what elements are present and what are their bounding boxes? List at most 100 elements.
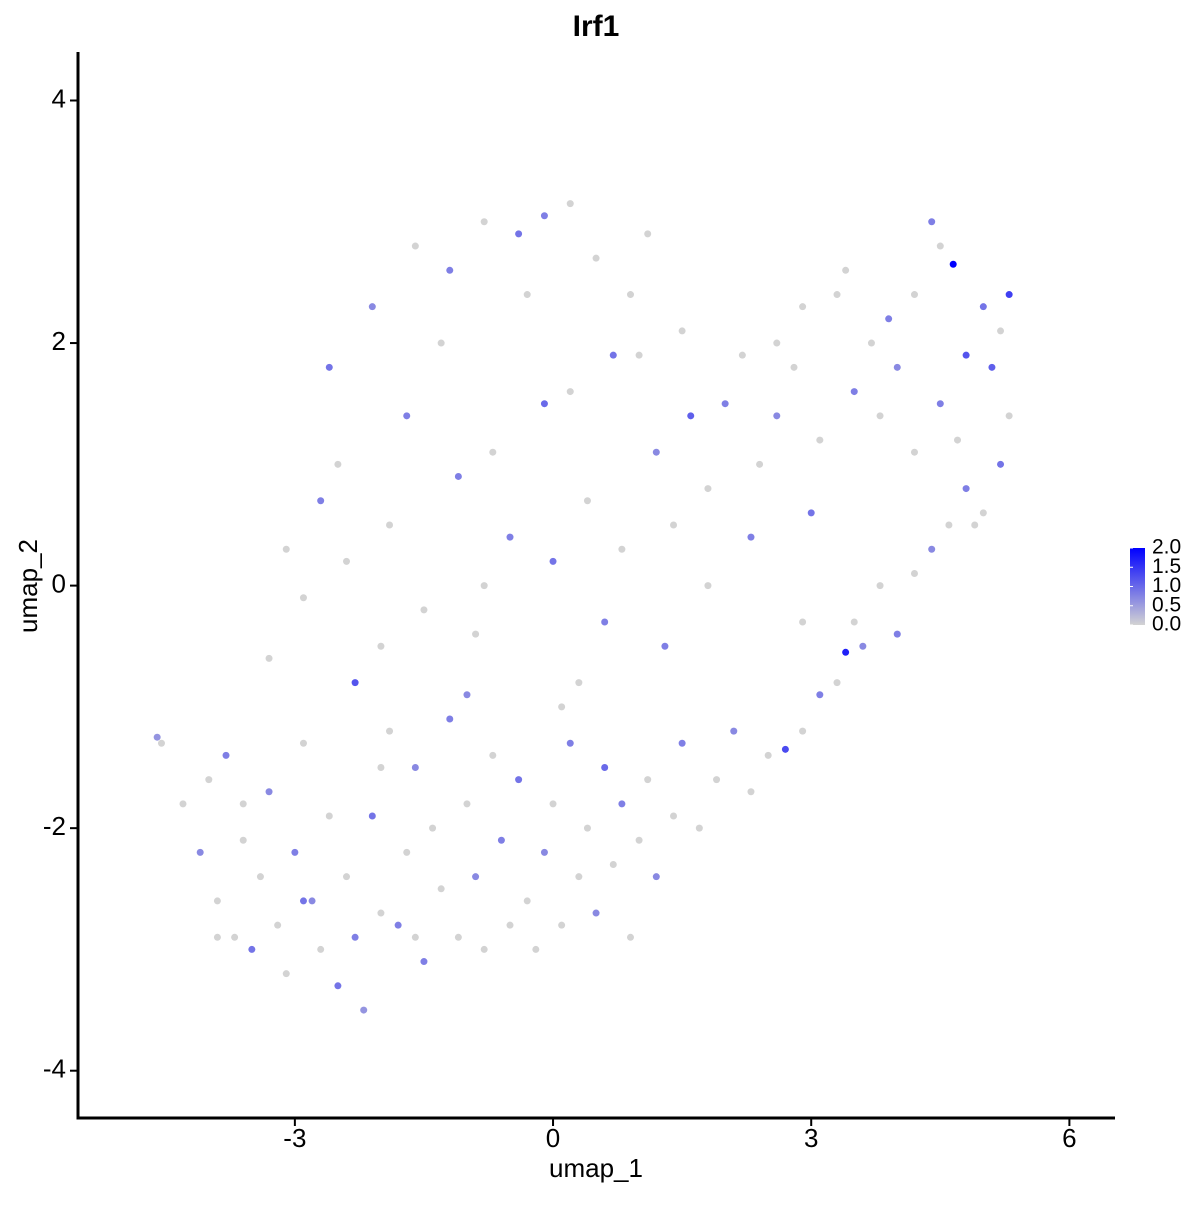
point — [575, 873, 583, 881]
point — [893, 363, 901, 371]
point — [274, 921, 282, 929]
point — [213, 933, 221, 941]
y-axis-label: umap_2 — [13, 539, 43, 633]
point — [558, 703, 566, 711]
point — [747, 788, 755, 796]
point — [859, 642, 867, 650]
point — [299, 897, 307, 905]
y-tick-label: 4 — [52, 83, 66, 113]
point — [816, 436, 824, 444]
point — [773, 412, 781, 420]
point — [157, 739, 165, 747]
point — [454, 933, 462, 941]
point — [583, 824, 591, 832]
point — [351, 679, 359, 687]
point — [411, 764, 419, 772]
point — [730, 727, 738, 735]
point — [678, 739, 686, 747]
point — [231, 933, 239, 941]
point — [377, 909, 385, 917]
point — [833, 679, 841, 687]
point — [386, 727, 394, 735]
chart-title: Irf1 — [573, 10, 620, 43]
point — [437, 885, 445, 893]
x-tick-label: 3 — [804, 1123, 818, 1153]
point — [420, 958, 428, 966]
point — [799, 727, 807, 735]
point — [256, 873, 264, 881]
point — [239, 836, 247, 844]
point — [523, 291, 531, 299]
point — [850, 618, 858, 626]
point — [213, 897, 221, 905]
point — [945, 521, 953, 529]
point — [265, 788, 273, 796]
point — [558, 921, 566, 929]
y-tick-label: -4 — [43, 1054, 66, 1084]
point — [394, 921, 402, 929]
point — [153, 733, 161, 741]
point — [635, 351, 643, 359]
point — [317, 945, 325, 953]
point — [325, 363, 333, 371]
point — [910, 569, 918, 577]
point — [949, 260, 957, 268]
point — [239, 800, 247, 808]
point — [515, 230, 523, 238]
point — [626, 933, 634, 941]
point — [532, 945, 540, 953]
point — [850, 388, 858, 396]
point — [644, 776, 652, 784]
point — [867, 339, 875, 347]
point — [592, 254, 600, 262]
point — [781, 745, 789, 753]
point — [429, 824, 437, 832]
point — [876, 412, 884, 420]
point — [687, 412, 695, 420]
point — [463, 800, 471, 808]
point — [540, 212, 548, 220]
point — [652, 448, 660, 456]
point — [549, 800, 557, 808]
point — [936, 242, 944, 250]
point — [343, 873, 351, 881]
point — [179, 800, 187, 808]
point — [738, 351, 746, 359]
point — [799, 618, 807, 626]
point — [480, 945, 488, 953]
point — [351, 933, 359, 941]
point — [334, 460, 342, 468]
point — [988, 363, 996, 371]
point — [489, 751, 497, 759]
point — [601, 764, 609, 772]
point — [540, 848, 548, 856]
point — [454, 472, 462, 480]
point — [523, 897, 531, 905]
y-tick-label: 2 — [52, 326, 66, 356]
point — [635, 836, 643, 844]
colorbar-label: 0.0 — [1152, 613, 1181, 636]
point — [893, 630, 901, 638]
point — [790, 363, 798, 371]
point — [601, 618, 609, 626]
y-tick-label: 0 — [52, 568, 66, 598]
point — [910, 291, 918, 299]
point — [205, 776, 213, 784]
point — [437, 339, 445, 347]
point — [506, 921, 514, 929]
point — [704, 485, 712, 493]
point — [411, 242, 419, 250]
colorbar-label: 0.5 — [1152, 593, 1181, 616]
point — [411, 933, 419, 941]
point — [325, 812, 333, 820]
point — [626, 291, 634, 299]
colorbar-label: 1.5 — [1152, 555, 1181, 578]
colorbar-label: 2.0 — [1152, 536, 1181, 559]
point — [885, 315, 893, 323]
point — [773, 339, 781, 347]
point — [609, 351, 617, 359]
point — [222, 751, 230, 759]
point — [997, 460, 1005, 468]
point — [583, 497, 591, 505]
point — [928, 545, 936, 553]
